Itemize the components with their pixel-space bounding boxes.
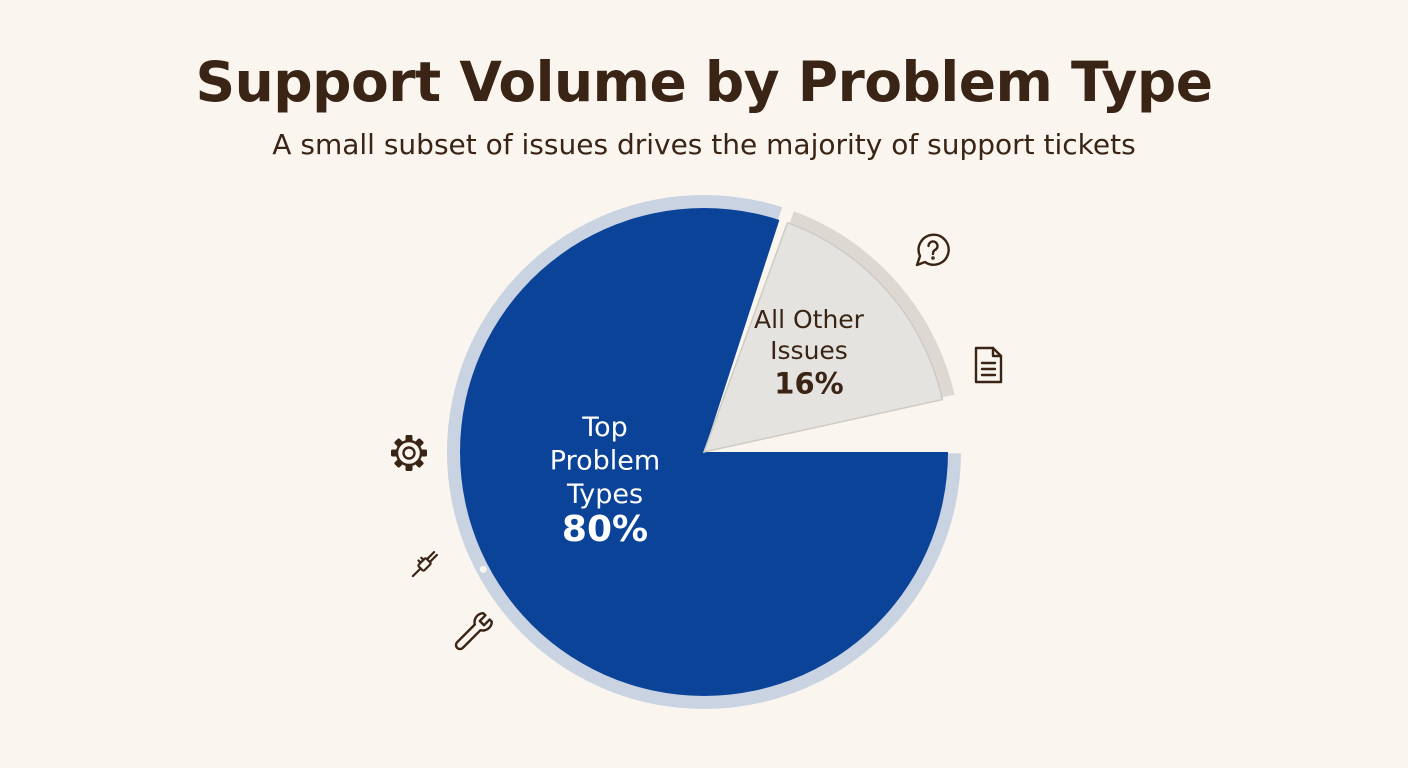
top-problem-label-line-1: Problem <box>550 445 660 476</box>
chart-subtitle: A small subset of issues drives the majo… <box>272 128 1136 161</box>
wrench-icon <box>454 612 493 651</box>
other-issues-ring <box>789 211 955 398</box>
gear-icon <box>391 435 427 471</box>
question-bubble-icon <box>915 233 950 267</box>
chart-title: Support Volume by Problem Type <box>195 50 1213 114</box>
top-problem-label-line-0: Top <box>581 412 628 443</box>
pie-slice-all-other-issues <box>702 221 944 454</box>
ring-break <box>479 565 487 573</box>
other-issues-label-line-1: Issues <box>770 336 848 365</box>
other-issues-label-value: 16% <box>774 366 843 400</box>
plug-icon <box>411 551 438 578</box>
top-problem-ring <box>447 195 961 709</box>
top-problem-label-value: 80% <box>562 509 648 550</box>
other-issues-label-line-0: All Other <box>754 305 865 334</box>
document-icon <box>974 346 1003 384</box>
top-problem-label-line-2: Types <box>566 479 643 510</box>
pie-slices <box>447 195 961 709</box>
